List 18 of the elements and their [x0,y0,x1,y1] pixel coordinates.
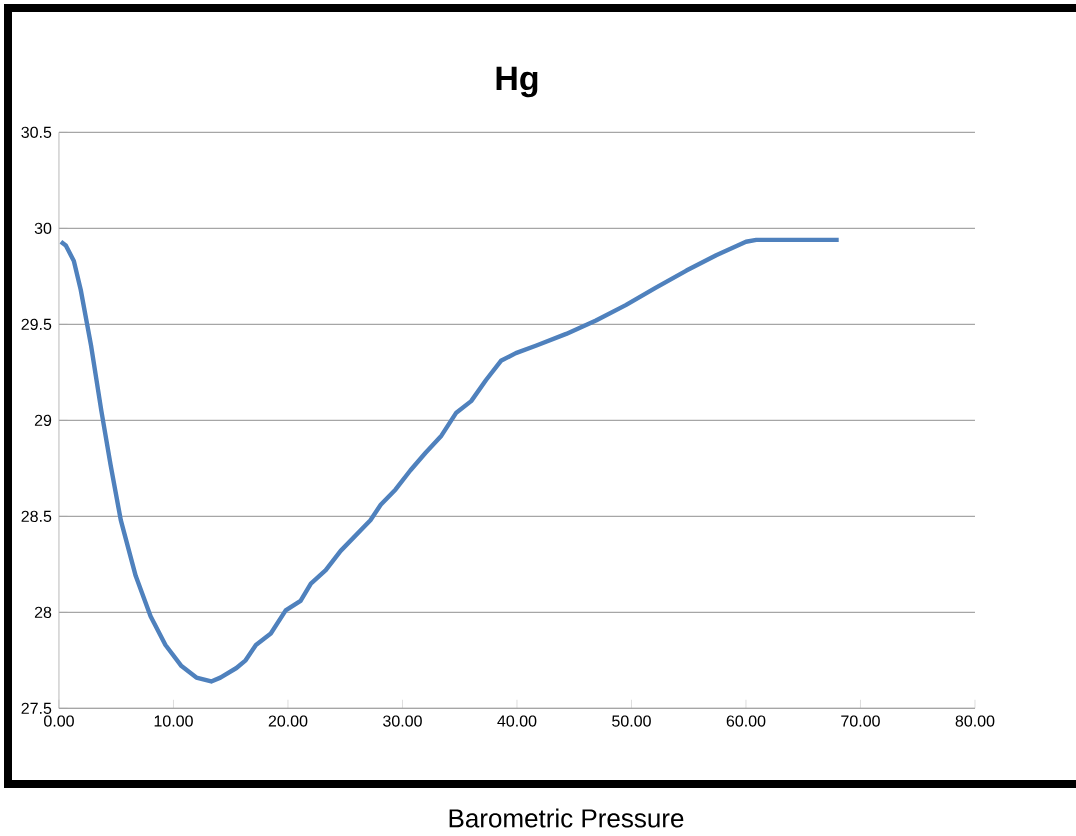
text: Barometric Pressure [449,808,684,828]
x-tick-label: 70.00 [841,715,880,727]
y-tick-label: 30.5 [21,126,52,138]
y-tick-label: 28 [34,606,52,618]
x-tick-label: 60.00 [726,715,766,727]
x-tick-label: 10.00 [154,715,193,727]
x-tick-label: 80.00 [955,715,995,727]
y-tick-label: 28.5 [21,510,52,522]
y-tick-label: 30 [34,222,52,234]
y-tick-label: 29.5 [21,318,52,330]
x-tick-label: 50.00 [612,715,651,727]
x-tick-label: 20.00 [268,715,308,727]
x-tick-label: 30.00 [383,715,422,727]
x-tick-label: 40.00 [497,715,537,727]
x-tick-label: 0.00 [44,715,74,727]
chart-title: Hg [496,66,538,98]
y-tick-label: 27.5 [21,702,52,714]
y-tick-label: 29 [34,414,52,426]
